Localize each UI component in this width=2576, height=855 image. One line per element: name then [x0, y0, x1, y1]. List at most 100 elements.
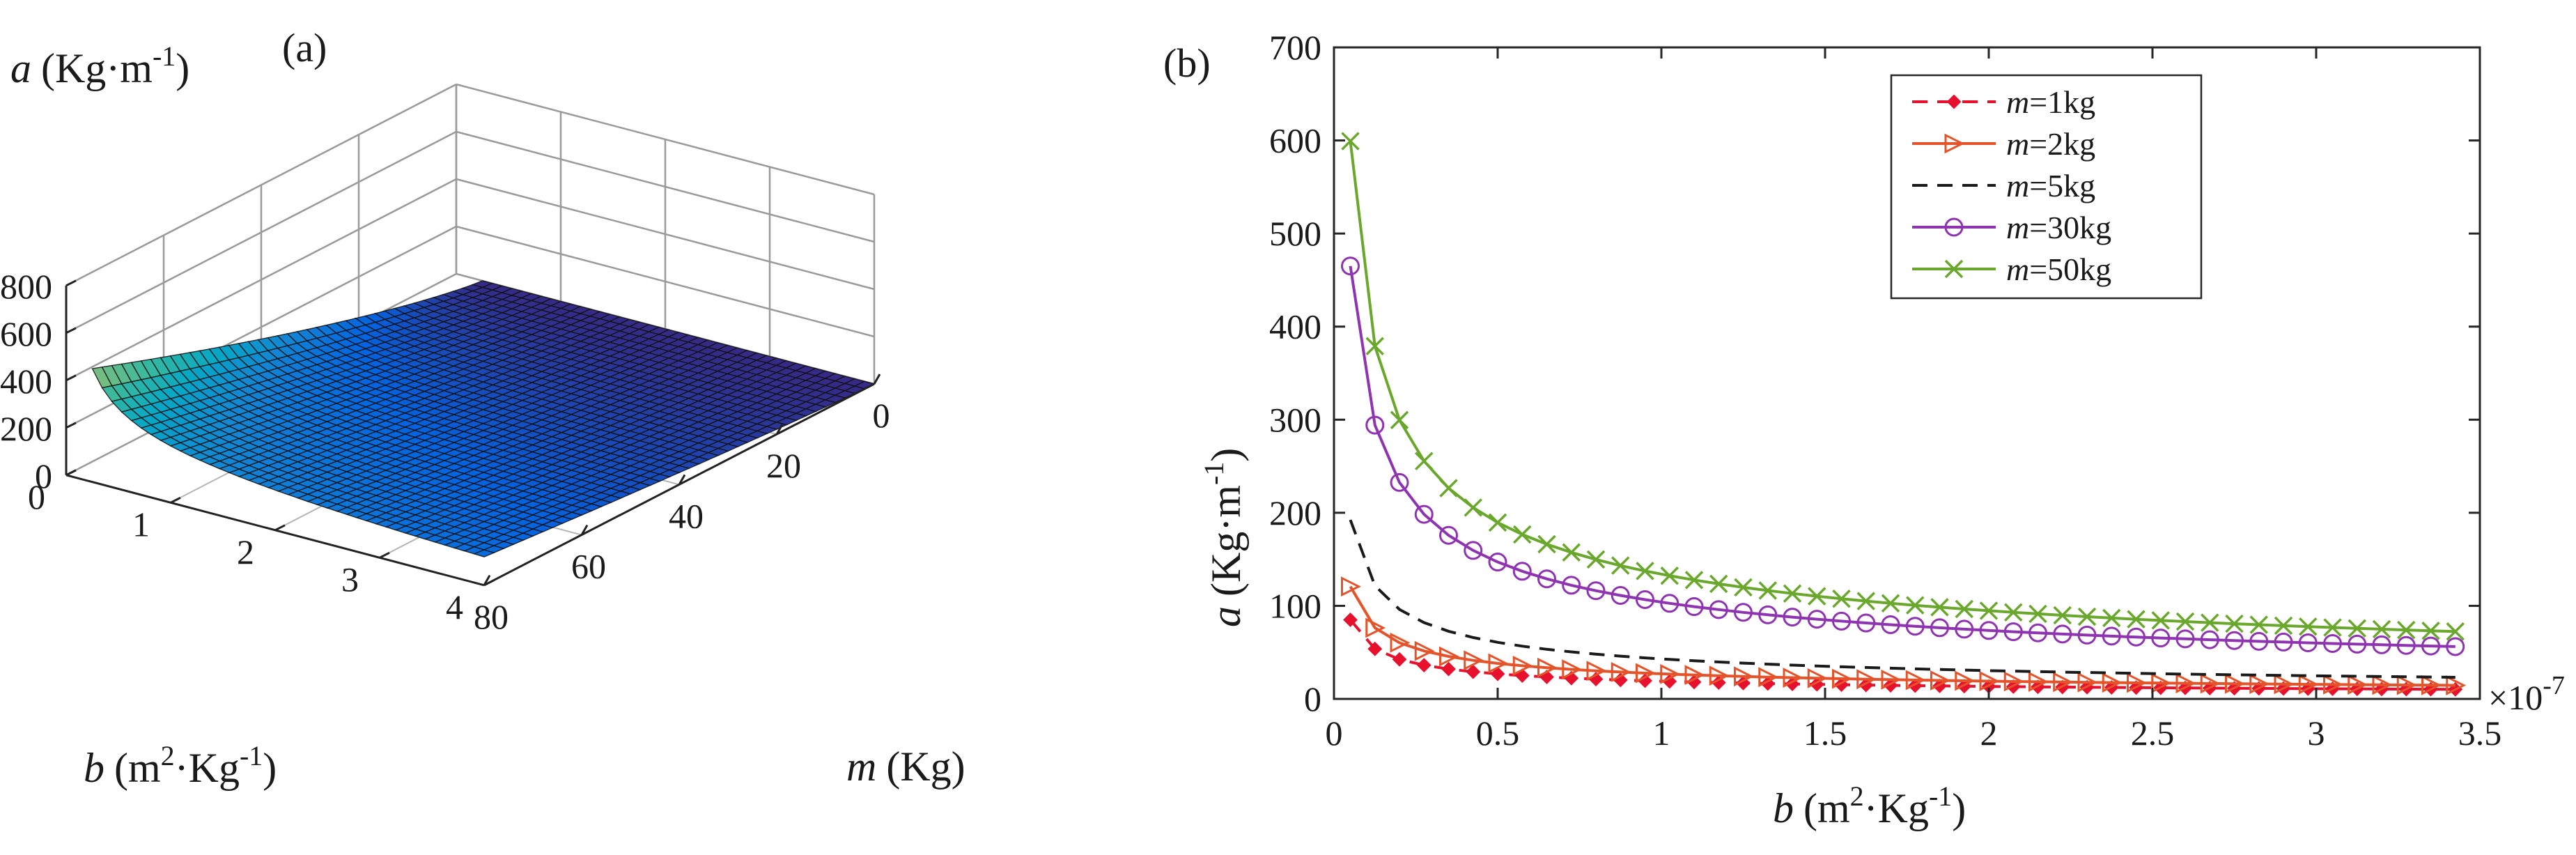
data-point	[1832, 611, 1851, 631]
series-line	[1349, 585, 2455, 687]
data-point	[2446, 637, 2465, 656]
data-point	[2298, 633, 2318, 652]
data-point	[1684, 571, 1704, 590]
data-point	[2102, 672, 2123, 693]
legend-entry: m=5kg	[1912, 168, 2095, 203]
y-tick-label: 700	[1269, 28, 1321, 67]
data-point	[2077, 625, 2097, 645]
data-point	[1439, 525, 1458, 545]
data-point	[1611, 585, 1630, 605]
data-point	[2151, 611, 2170, 630]
y-tick-label: 500	[1269, 214, 1321, 253]
x-tick-label: 1	[1653, 714, 1670, 753]
data-point	[2249, 674, 2270, 694]
data-point	[1466, 664, 1481, 679]
data-point	[1881, 615, 1900, 634]
data-point	[1856, 669, 1877, 690]
data-point	[1734, 578, 1753, 597]
data-point	[1343, 613, 1358, 627]
series-m-2kg	[1341, 576, 2467, 695]
data-point	[1636, 590, 1654, 609]
y-tick-label: 600	[1269, 121, 1321, 160]
data-point	[1979, 621, 1999, 640]
data-point	[1390, 632, 1411, 653]
b-tick-label: 1	[132, 504, 150, 544]
data-point	[1586, 550, 1606, 569]
data-point	[2372, 635, 2391, 654]
legend-entry: m=2kg	[1912, 126, 2095, 162]
data-point	[2274, 616, 2293, 636]
data-point	[2225, 631, 2244, 650]
legend-entry: m=1kg	[1912, 84, 2095, 120]
data-point	[1906, 596, 1925, 615]
data-point	[2323, 633, 2342, 653]
data-point	[2003, 671, 2024, 692]
b-tick	[274, 524, 286, 532]
plot-frame	[1333, 46, 2481, 700]
data-point	[2446, 675, 2467, 695]
data-point	[2053, 606, 2072, 625]
data-point	[2421, 675, 2442, 695]
data-point	[2053, 672, 2074, 693]
data-point	[1709, 600, 1728, 619]
legend-label: m=1kg	[2006, 84, 2095, 120]
x-tick-label: 3.5	[2458, 714, 2502, 753]
data-point	[1944, 259, 1964, 279]
data-point	[2151, 672, 2172, 693]
data-point	[1660, 566, 1679, 585]
data-point	[1636, 663, 1656, 684]
z-tick	[65, 422, 77, 429]
surface-z-axis-label: a (Kg·m-1)	[10, 40, 189, 91]
data-point	[1856, 592, 1875, 610]
data-point	[1586, 661, 1607, 681]
x-tick-label: 1.5	[1803, 714, 1847, 753]
data-point	[1979, 671, 2000, 691]
data-point	[1734, 603, 1753, 622]
x-exponent-label: ×10-7	[2488, 671, 2565, 717]
z-tick-label: 0	[35, 456, 52, 495]
m-tick-label: 40	[669, 496, 704, 535]
line-plot	[1341, 132, 2467, 697]
data-point	[2323, 618, 2342, 637]
data-point	[2200, 673, 2221, 694]
data-point	[1930, 670, 1950, 691]
surface-b-axis-label: b (m2·Kg-1)	[84, 740, 277, 791]
m-tick	[873, 373, 881, 385]
data-point	[2151, 629, 2171, 648]
data-point	[1341, 132, 1360, 151]
z-tick	[65, 279, 77, 287]
data-point	[1758, 581, 1777, 600]
data-point	[2028, 604, 2047, 624]
data-point	[1415, 452, 1434, 470]
data-point	[1390, 472, 1409, 492]
series-line	[1349, 519, 2455, 679]
data-point	[2323, 674, 2343, 695]
data-point	[2028, 623, 2047, 642]
z-tick-label: 200	[0, 409, 52, 448]
data-point	[1611, 662, 1631, 682]
data-point	[1341, 256, 1360, 276]
line-panel-b: 0 0.5 1 1.5 2 2.5 3 3.5 0 100 200 300 400 500 600 700 (…	[1163, 28, 2565, 831]
series-line	[1349, 265, 2455, 648]
b-tick-label: 2	[237, 532, 254, 571]
legend: m=1kg m=2kg m=5kg m=30kg m=50kg	[1890, 74, 2203, 300]
data-point	[2249, 631, 2269, 651]
data-point	[1783, 584, 1802, 603]
data-point	[1416, 658, 1431, 673]
data-point	[2201, 613, 2219, 632]
m-tick	[678, 474, 686, 486]
data-point	[1488, 553, 1507, 572]
data-point	[1832, 589, 1851, 608]
data-point	[1955, 599, 1973, 619]
data-point	[1709, 574, 1728, 594]
series-line	[1349, 141, 2455, 633]
data-point	[1807, 668, 1828, 688]
data-point	[1537, 569, 1556, 589]
data-point	[2249, 615, 2268, 634]
m-tick-label: 20	[766, 446, 801, 485]
data-point	[1660, 663, 1681, 684]
b-tick-label: 4	[446, 587, 463, 626]
data-point	[1392, 652, 1407, 667]
data-point	[2348, 634, 2367, 654]
